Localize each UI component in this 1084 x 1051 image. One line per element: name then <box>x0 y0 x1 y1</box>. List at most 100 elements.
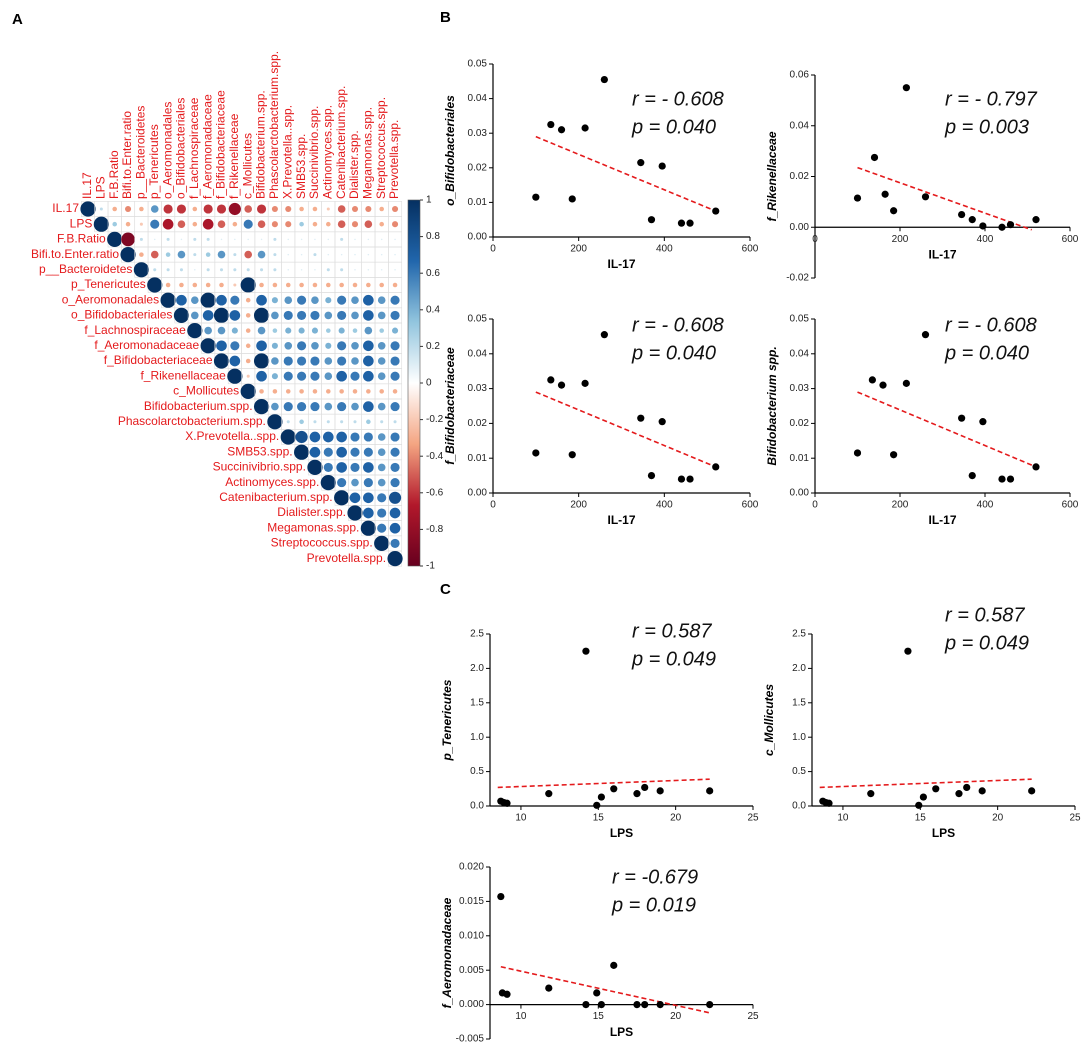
x-tick-label: 20 <box>670 1011 682 1022</box>
corr-circle <box>351 478 359 487</box>
row-label: f_Rikenellaceae <box>140 368 226 382</box>
corr-circle <box>217 250 226 259</box>
corr-circle <box>273 253 277 257</box>
corr-circle <box>347 505 363 521</box>
corr-circle <box>309 446 321 458</box>
point <box>712 207 720 215</box>
point <box>932 785 940 793</box>
corr-circle <box>220 238 223 241</box>
corr-circle <box>363 340 374 352</box>
x-tick-label: 15 <box>593 813 605 824</box>
corr-circle <box>324 311 333 320</box>
point <box>593 989 601 997</box>
corr-circle <box>377 508 387 518</box>
corr-circle <box>394 238 396 241</box>
corr-circle <box>326 282 331 288</box>
corr-circle <box>107 231 123 247</box>
corr-circle <box>326 389 331 394</box>
x-tick-label: 10 <box>837 813 849 824</box>
corr-circle <box>363 401 374 412</box>
corr-circle <box>390 447 400 457</box>
corr-circle <box>272 282 278 288</box>
fit-line <box>535 391 717 468</box>
corr-circle <box>243 219 253 229</box>
corr-circle <box>247 238 249 241</box>
corr-circle <box>200 292 216 308</box>
corr-circle <box>206 268 210 272</box>
y-tick-label: -0.02 <box>786 273 809 284</box>
corr-circle <box>377 433 386 441</box>
x-tick-label: 200 <box>570 500 587 511</box>
point <box>870 153 879 162</box>
corr-circle <box>377 357 386 365</box>
corr-circle <box>259 389 264 394</box>
row-label: LPS <box>70 216 93 230</box>
corr-circle <box>394 253 396 256</box>
corr-circle <box>363 447 373 457</box>
column-label: SMB53.spp. <box>294 134 308 199</box>
corr-circle <box>310 356 320 366</box>
corr-circle <box>285 282 291 288</box>
corr-circle <box>297 295 307 305</box>
corr-circle <box>176 294 187 306</box>
y-tick-label: 1.0 <box>792 732 806 743</box>
corr-circle <box>337 205 346 213</box>
y-tick-label: 0.05 <box>468 314 488 325</box>
point <box>712 463 720 471</box>
corr-circle <box>367 253 370 256</box>
point <box>825 799 833 807</box>
y-tick-label: 2.5 <box>792 629 806 640</box>
corr-circle <box>177 220 186 228</box>
corr-circle <box>363 432 373 442</box>
corr-circle <box>273 237 277 241</box>
corr-circle <box>337 220 346 228</box>
corr-circle <box>379 282 384 288</box>
column-label: f_Rikenellaceae <box>227 113 241 199</box>
point <box>706 1001 714 1009</box>
corr-circle <box>313 253 317 257</box>
corr-circle <box>366 282 371 288</box>
x-tick-label: 600 <box>1062 500 1079 511</box>
x-axis-label: IL-17 <box>928 247 956 261</box>
corr-circle <box>326 207 330 211</box>
point <box>656 787 664 795</box>
corr-circle <box>256 294 267 306</box>
corr-circle <box>320 475 336 491</box>
colorbar-tick-label: 1 <box>426 195 432 206</box>
y-tick-label: 0.01 <box>468 197 488 208</box>
corr-circle <box>192 221 198 227</box>
corr-circle <box>326 420 330 424</box>
x-tick-label: 0 <box>812 500 818 511</box>
corr-circle <box>309 431 321 443</box>
corr-circle <box>326 328 331 333</box>
corr-circle <box>246 374 250 378</box>
corr-circle <box>256 340 267 352</box>
point <box>545 790 553 798</box>
corr-circle <box>205 252 211 257</box>
corr-circle <box>363 462 374 473</box>
corr-circle <box>112 206 117 212</box>
corr-circle <box>267 414 283 430</box>
x-tick-label: 200 <box>892 234 909 245</box>
point <box>581 379 589 387</box>
corr-circle <box>176 204 187 214</box>
corr-circle <box>216 340 227 352</box>
annotation: p = 0.019 <box>611 894 696 916</box>
corr-circle <box>297 402 307 412</box>
corr-circle <box>139 252 144 257</box>
point <box>979 418 987 426</box>
y-axis-label: p_Tenericutes <box>440 679 454 761</box>
corr-circle <box>310 310 320 320</box>
annotation: r = -0.679 <box>612 866 698 888</box>
y-tick-label: 0.03 <box>468 128 488 139</box>
corr-circle <box>112 221 117 227</box>
corr-circle <box>392 221 399 228</box>
corr-circle <box>300 238 303 241</box>
corr-circle <box>203 204 213 214</box>
corr-circle <box>351 311 359 320</box>
row-label: Bifidobacterium.spp. <box>144 399 253 413</box>
y-axis-label: o_Bifidobacteriales <box>443 95 457 206</box>
corr-circle <box>139 237 143 241</box>
y-tick-label: 0.000 <box>459 999 484 1010</box>
point <box>582 647 590 655</box>
